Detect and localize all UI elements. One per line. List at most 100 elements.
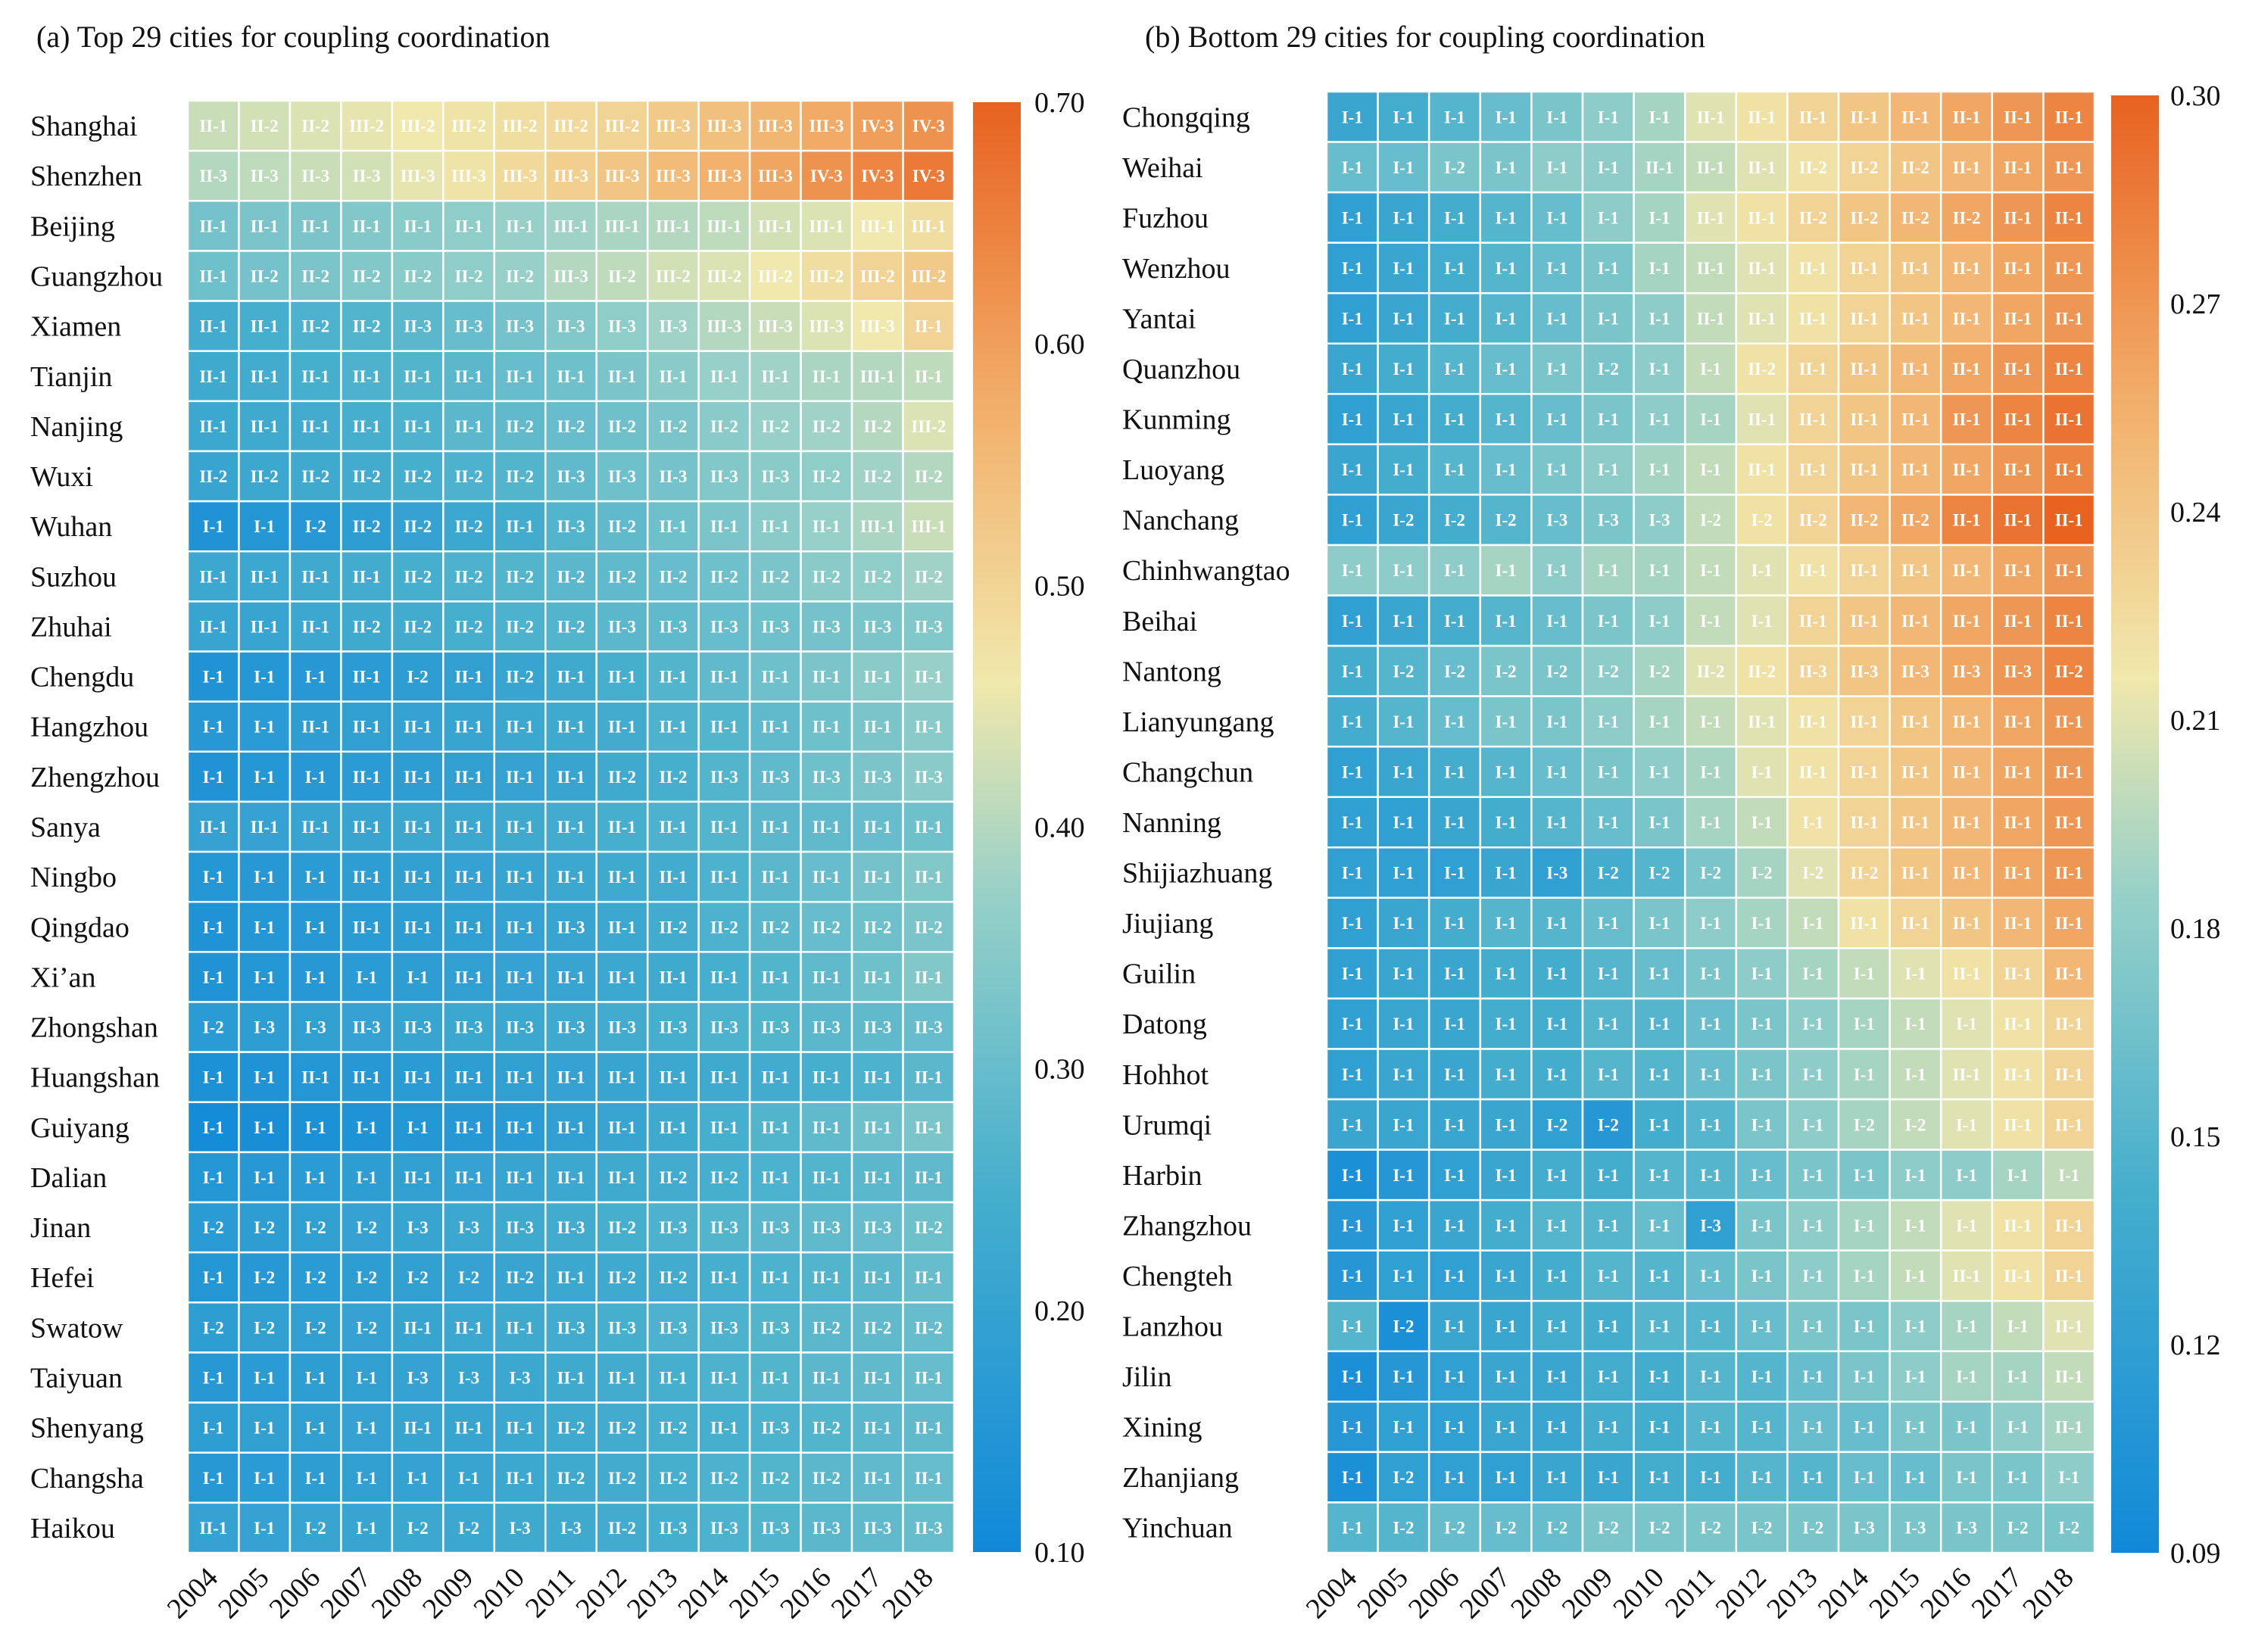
cell-label: I-1	[1444, 762, 1465, 781]
heatmap-cell	[748, 1001, 802, 1053]
cell-label: I-1	[1496, 1317, 1517, 1336]
year-tick-label: 2007	[314, 1562, 377, 1625]
cell-label: II-2	[608, 1419, 636, 1438]
cell-label: I-1	[1342, 1065, 1363, 1084]
year-tick-label: 2017	[1966, 1562, 2029, 1625]
cell-label: I-3	[1649, 511, 1670, 530]
city-label: Kunming	[1122, 404, 1231, 436]
cell-label: II-1	[557, 1268, 585, 1287]
cell-label: II-1	[1901, 762, 1929, 781]
cell-label: I-1	[1546, 158, 1567, 177]
heatmap-cell	[1837, 191, 1891, 244]
cell-label: I-1	[1598, 1418, 1619, 1437]
year-tick-label: 2006	[264, 1562, 326, 1625]
cell-label: I-1	[1700, 914, 1721, 933]
cell-label: II-1	[813, 818, 841, 837]
year-tick-label: 2018	[2017, 1562, 2079, 1625]
cell-label: I-2	[305, 517, 326, 536]
cell-label: II-1	[1799, 309, 1827, 328]
heatmap-cell	[697, 900, 751, 953]
cell-label: II-1	[506, 217, 534, 235]
heatmap-cell	[902, 1151, 956, 1204]
cell-label: I-1	[1854, 1468, 1875, 1487]
cell-label: I-1	[1802, 1216, 1823, 1235]
heatmap-cell	[1786, 1098, 1840, 1151]
city-label: Wuhan	[30, 511, 112, 543]
heatmap-cell	[697, 1151, 751, 1204]
cell-label: II-1	[2055, 1267, 2083, 1286]
cell-label: II-1	[863, 1168, 891, 1187]
cell-label: I-1	[1802, 1367, 1823, 1386]
cell-label: I-1	[203, 768, 224, 787]
cell-label: II-2	[813, 417, 841, 436]
cell-label: II-1	[761, 868, 789, 887]
heatmap-cell	[902, 1301, 956, 1354]
heatmap-cell	[1581, 1198, 1635, 1251]
heatmap-cell	[1377, 1401, 1430, 1454]
heatmap-cell	[340, 750, 394, 803]
city-label: Ningbo	[30, 862, 117, 893]
cell-label: II-1	[455, 1419, 483, 1438]
cell-label: I-1	[1496, 965, 1517, 983]
cell-label: I-1	[1444, 1468, 1465, 1487]
heatmap-cell	[1427, 242, 1482, 295]
cell-label: II-1	[2004, 914, 2032, 933]
cell-label: I-1	[1496, 864, 1517, 883]
heatmap-cell	[697, 1401, 751, 1454]
cell-label: II-2	[455, 617, 483, 636]
cell-label: I-1	[305, 868, 326, 887]
cell-label: II-1	[506, 768, 534, 787]
panel-a-title: (a) Top 29 cities for coupling coordinat…	[36, 20, 551, 54]
cell-label: II-1	[2055, 813, 2083, 832]
cell-label: I-1	[1956, 1468, 1977, 1487]
cell-label: II-2	[915, 567, 943, 586]
cell-label: II-1	[710, 968, 738, 987]
cell-label: I-1	[1956, 1317, 1977, 1336]
cell-label: II-3	[761, 1519, 789, 1538]
heatmap-cell	[850, 1101, 904, 1154]
cell-label: I-3	[1854, 1519, 1875, 1538]
cell-label: II-1	[2004, 864, 2032, 883]
city-label: Fuzhou	[1122, 202, 1209, 234]
cell-label: II-1	[1952, 965, 1980, 983]
cell-label: II-1	[353, 918, 381, 937]
cell-label: I-2	[1649, 1519, 1670, 1538]
cell-label: I-1	[1393, 108, 1414, 126]
cell-label: II-1	[353, 668, 381, 687]
cell-label: II-3	[863, 768, 891, 787]
cell-label: I-1	[1546, 1166, 1567, 1185]
cell-label: II-3	[863, 1519, 891, 1538]
heatmap-cell	[1786, 242, 1840, 295]
cell-label: III-3	[604, 167, 639, 185]
cell-label: II-1	[761, 1118, 789, 1137]
cell-label: III-3	[860, 317, 895, 336]
cell-label: I-1	[1546, 612, 1567, 631]
heatmap-cell	[2042, 1149, 2096, 1202]
cell-label: I-1	[1956, 1418, 1977, 1437]
cell-label: III-3	[809, 117, 844, 136]
cell-label: I-1	[1956, 1015, 1977, 1033]
heatmap-cell	[1735, 947, 1789, 1000]
cell-label: I-2	[1700, 864, 1721, 883]
heatmap-cell	[1889, 191, 1942, 244]
heatmap-cell	[1633, 745, 1686, 798]
cell-label: I-1	[1444, 360, 1465, 379]
cell-label: II-1	[1799, 712, 1827, 731]
heatmap-cell	[1377, 947, 1430, 1000]
cell-label: I-1	[1649, 762, 1670, 781]
heatmap-cell	[493, 550, 547, 603]
cell-label: II-1	[506, 918, 534, 937]
year-tick-label: 2005	[1351, 1562, 1414, 1625]
cell-label: II-1	[1952, 158, 1980, 177]
cell-label: II-1	[557, 818, 585, 837]
cell-label: II-1	[2004, 813, 2032, 832]
heatmap-cell	[442, 300, 496, 352]
cell-label: II-1	[404, 718, 432, 737]
cell-label: II-1	[455, 1318, 483, 1337]
heatmap-cell	[1837, 1299, 1891, 1353]
cell-label: II-1	[301, 718, 329, 737]
cell-label: II-3	[506, 317, 534, 336]
heatmap-cell	[902, 300, 956, 352]
heatmap-cell	[186, 1451, 240, 1504]
heatmap-cell	[238, 800, 292, 853]
